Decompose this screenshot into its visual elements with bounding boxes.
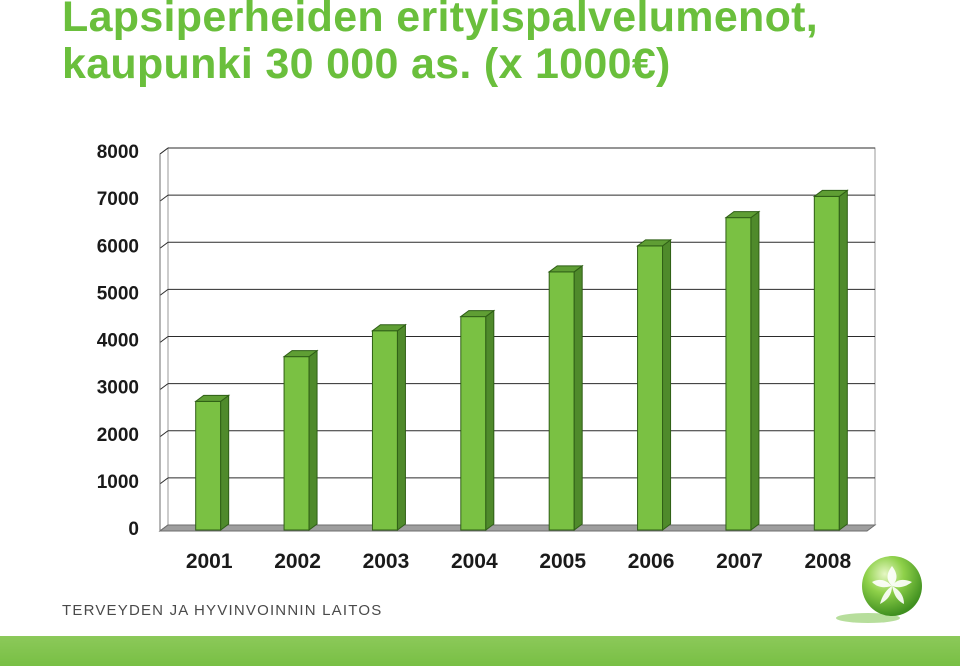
x-tick-label: 2008 bbox=[804, 550, 851, 573]
y-tick-label: 8000 bbox=[97, 142, 139, 163]
slide-title-line-2: kaupunki 30 000 as. (x 1000€) bbox=[62, 40, 671, 88]
y-tick-label: 1000 bbox=[97, 472, 139, 493]
x-tick-label: 2001 bbox=[186, 550, 233, 573]
y-tick-label: 4000 bbox=[97, 331, 139, 352]
bar-front bbox=[725, 217, 752, 531]
y-tick-label: 5000 bbox=[97, 283, 139, 304]
gridline-depth bbox=[159, 383, 169, 391]
gridline-depth bbox=[159, 241, 169, 249]
bar-chart: 0 1000 2000 3000 4000 5000 6000 7000 8000 2001 200… bbox=[97, 142, 877, 573]
bar-side bbox=[396, 323, 406, 531]
bar bbox=[282, 349, 319, 531]
bar-front bbox=[813, 195, 840, 531]
gridline-depth bbox=[159, 336, 169, 343]
bar-top bbox=[636, 239, 673, 247]
footer-bar bbox=[0, 636, 960, 666]
x-tick-label: 2003 bbox=[363, 550, 410, 573]
bar bbox=[636, 238, 673, 531]
x-tick-label: 2007 bbox=[716, 550, 763, 573]
y-tick-label: 2000 bbox=[97, 425, 139, 446]
y-tick-label: 6000 bbox=[97, 236, 139, 257]
bar-side bbox=[220, 394, 230, 531]
bar bbox=[724, 210, 761, 531]
slide-title: Lapsiperheiden erityispalvelumenot, kaup… bbox=[62, 0, 818, 88]
bar-front bbox=[548, 271, 575, 531]
y-tick-label: 0 bbox=[128, 519, 139, 540]
bar-front bbox=[195, 400, 222, 531]
plot-floor bbox=[158, 524, 877, 532]
x-tick-label: 2006 bbox=[628, 550, 675, 573]
organization-name: TERVEYDEN JA HYVINVOINNIN LAITOS bbox=[62, 602, 383, 619]
bar-top bbox=[812, 189, 849, 197]
gridline-depth bbox=[159, 194, 169, 202]
bar-top bbox=[282, 350, 319, 358]
gridline-depth bbox=[159, 430, 169, 438]
bar bbox=[194, 394, 231, 531]
leaf-sphere-icon bbox=[836, 556, 922, 623]
bar-side bbox=[308, 349, 318, 531]
x-tick-label: 2002 bbox=[274, 550, 321, 573]
gridline-depth bbox=[159, 288, 169, 296]
bar-side bbox=[750, 210, 760, 531]
y-tick-label: 7000 bbox=[97, 189, 139, 210]
bar bbox=[812, 189, 849, 531]
bar-top bbox=[724, 211, 761, 219]
y-tick-label: 3000 bbox=[97, 378, 139, 399]
bar-top bbox=[194, 394, 231, 402]
bar-top bbox=[370, 324, 407, 332]
bar-top bbox=[547, 265, 584, 273]
slide-title-line-1: Lapsiperheiden erityispalvelumenot, bbox=[62, 0, 819, 41]
bar bbox=[547, 264, 584, 531]
gridline-depth bbox=[159, 477, 169, 485]
bar-front bbox=[460, 316, 487, 531]
bar-front bbox=[371, 330, 398, 531]
bar bbox=[459, 309, 496, 531]
bar-top bbox=[459, 310, 496, 318]
bar-side bbox=[662, 238, 672, 531]
bar-side bbox=[573, 264, 583, 531]
bar bbox=[370, 323, 407, 531]
x-tick-label: 2004 bbox=[451, 550, 498, 573]
bar-front bbox=[283, 356, 310, 531]
bar-side bbox=[485, 309, 495, 531]
gridline-depth bbox=[159, 147, 169, 155]
bar-front bbox=[637, 245, 664, 531]
bar-side bbox=[838, 189, 848, 531]
x-tick-label: 2005 bbox=[539, 550, 586, 573]
